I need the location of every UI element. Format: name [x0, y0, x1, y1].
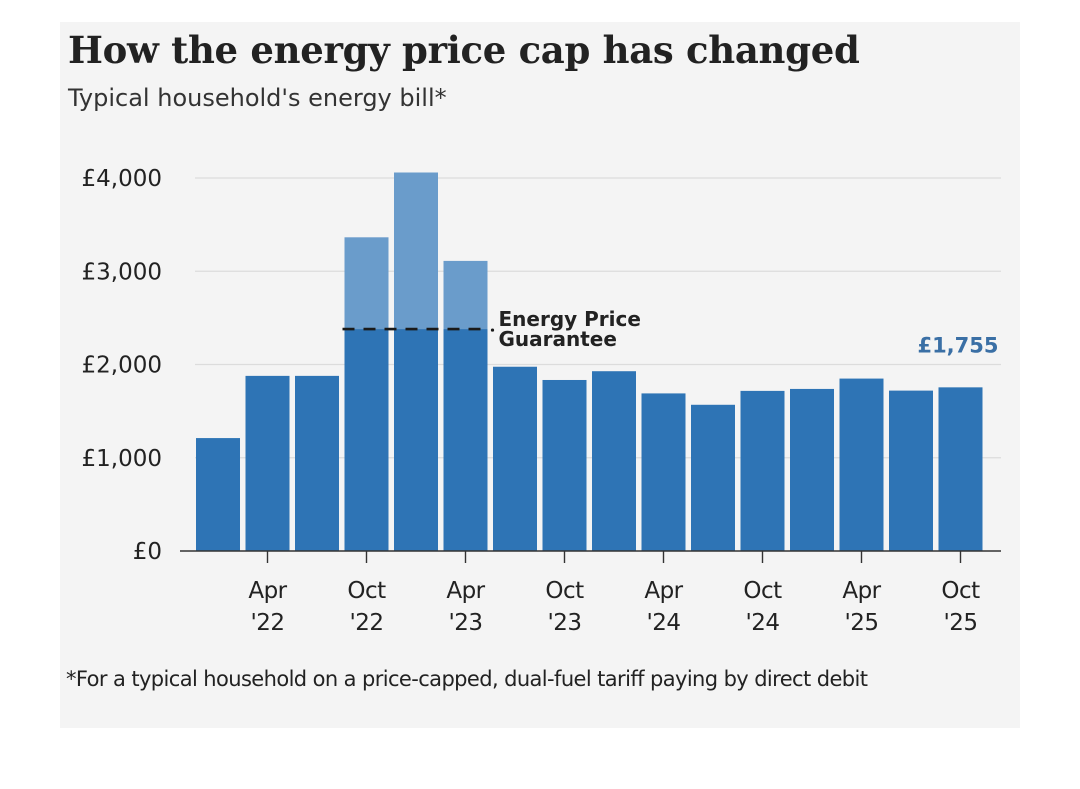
x-tick-label-year: '22: [250, 610, 284, 636]
guarantee-label-line2: Guarantee: [499, 327, 617, 351]
x-tick-label-month: Oct: [743, 578, 782, 604]
bar: [691, 404, 735, 551]
bar: [592, 371, 636, 551]
chart-panel: How the energy price cap has changed Typ…: [60, 22, 1020, 728]
bar: [740, 390, 785, 551]
x-tick-label-year: '24: [745, 610, 779, 636]
bar: [542, 379, 587, 551]
x-tick-label-month: Apr: [842, 578, 881, 604]
bar: [196, 438, 240, 551]
bar: [344, 329, 389, 551]
x-tick-label-month: Oct: [941, 578, 980, 604]
x-tick-label-year: '23: [448, 610, 482, 636]
bar: [443, 329, 488, 551]
bar: [790, 388, 834, 551]
bar-above-guarantee: [443, 260, 488, 330]
bar-above-guarantee: [344, 237, 389, 330]
bar-above-guarantee: [394, 172, 438, 330]
x-tick-label-month: Oct: [545, 578, 584, 604]
y-tick-label: £2,000: [82, 353, 162, 379]
x-tick-label-month: Apr: [248, 578, 287, 604]
bar: [493, 366, 537, 551]
bar: [839, 378, 884, 551]
guarantee-leader-dot: [490, 328, 495, 332]
x-axis-labels: Apr '22 Oct '22 Apr '23 Oct '23 Apr '24 Oct '24 Apr '…: [248, 578, 980, 636]
y-axis-labels: £0 £1,000 £2,000 £3,000 £4,000: [82, 166, 162, 565]
chart-title: How the energy price cap has changed: [68, 28, 860, 72]
energy-price-guarantee: Energy Price Guarantee: [342, 307, 641, 351]
x-tick-label-month: Apr: [446, 578, 485, 604]
bar: [245, 375, 290, 551]
x-tick-label-month: Oct: [347, 578, 386, 604]
x-axis: [180, 550, 1001, 563]
bar: [889, 390, 933, 551]
y-tick-label: £4,000: [82, 166, 162, 192]
bars: [196, 172, 983, 551]
x-tick-label-month: Apr: [644, 578, 683, 604]
bar-chart: £0 £1,000 £2,000 £3,000 £4,000 Energy Price …: [82, 166, 1001, 636]
x-tick-label-year: '23: [547, 610, 581, 636]
bar: [295, 375, 339, 551]
y-tick-label: £3,000: [82, 259, 162, 285]
y-tick-label: £0: [133, 539, 162, 565]
x-tick-label-year: '24: [646, 610, 680, 636]
bar: [938, 387, 983, 551]
chart-subtitle: Typical household's energy bill*: [68, 84, 447, 112]
bar: [641, 393, 686, 551]
value-label: £1,755: [917, 333, 998, 357]
bar: [394, 329, 438, 551]
footnote: *For a typical household on a price-capp…: [66, 667, 868, 691]
x-tick-label-year: '25: [844, 610, 878, 636]
guarantee-label-line1: Energy Price: [499, 307, 641, 331]
y-tick-label: £1,000: [82, 446, 162, 472]
x-tick-label-year: '25: [943, 610, 977, 636]
annotations: £1,755: [917, 333, 998, 357]
x-tick-label-year: '22: [349, 610, 383, 636]
